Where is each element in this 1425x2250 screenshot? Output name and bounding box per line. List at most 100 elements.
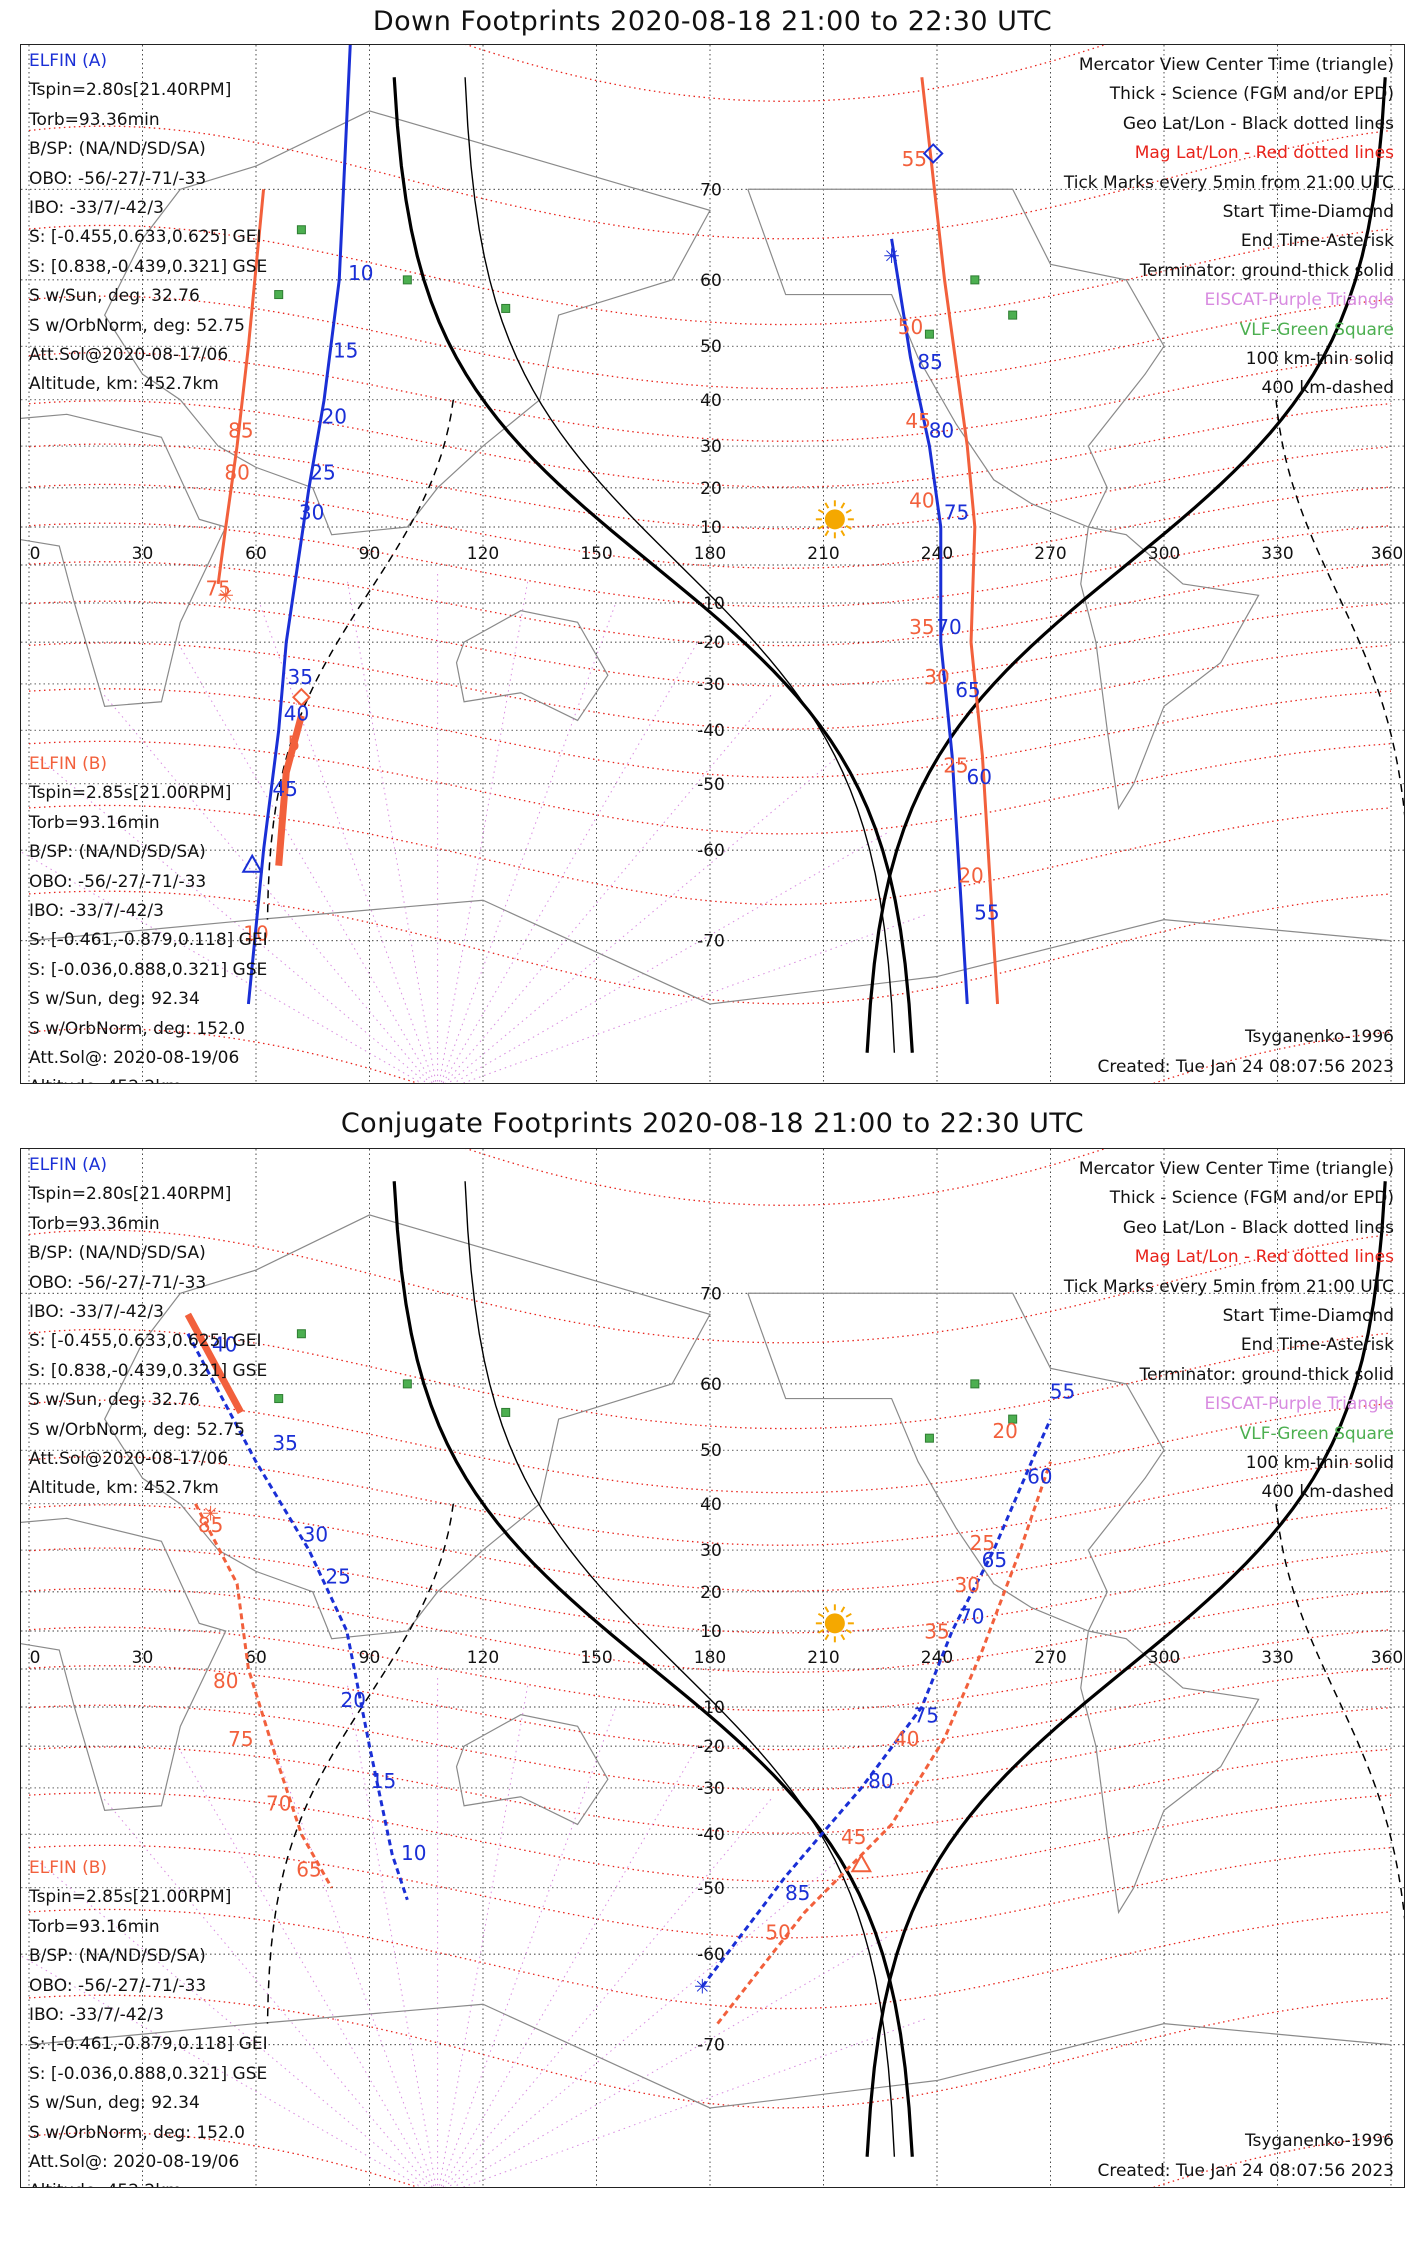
legend-item: VLF-Green Square (1239, 319, 1394, 340)
sun-icon (824, 509, 845, 530)
mag-lon-line (38, 757, 428, 1083)
terminator-ground (865, 77, 1387, 1053)
lon-tick-label: 300 (1148, 1648, 1180, 1668)
vlf-square-icon (402, 1379, 412, 1389)
lat-tick-label: -70 (697, 932, 725, 952)
mag-lon-line (438, 1684, 529, 2187)
elfin-a-tick-label: 75 (944, 500, 969, 524)
elfin-a-tick-label: 15 (371, 1769, 396, 1793)
elfin-a-line: OBO: -56/-27/-71/-33 (29, 1272, 207, 1293)
elfin-a-line: B/SP: (NA/ND/SD/SA) (29, 1243, 206, 1264)
elfin-b-line: S: [-0.036,0.888,0.321] GSE (29, 2063, 268, 2084)
mag-lon-line (440, 1707, 616, 2187)
elfin-a-tick-label: 35 (272, 1431, 297, 1455)
elfin-b-line: Tspin=2.85s[21.00RPM] (29, 783, 232, 804)
lat-tick-label: 60 (700, 1375, 722, 1395)
elfin-a-tick-label: 75 (914, 1703, 939, 1727)
elfin-a-line: Torb=93.36min (29, 1213, 160, 1234)
elfin-b-tick-label: 45 (841, 1825, 866, 1849)
lon-tick-label: 180 (694, 1648, 726, 1668)
vlf-square-icon (1008, 1414, 1018, 1424)
lat-tick-label: -20 (697, 1737, 725, 1757)
mag-lon-line (448, 757, 837, 1083)
mag-lat-curve (28, 1704, 1392, 1791)
mag-lat-curve (28, 483, 1392, 569)
elfin-b-tick-label: 65 (296, 1857, 321, 1881)
vlf-square-icon (501, 303, 511, 313)
lat-tick-label: 50 (700, 1441, 722, 1461)
panel-title: Conjugate Footprints 2020-08-18 21:00 to… (340, 1108, 1085, 1139)
elfin-a-line: S: [0.838,-0.439,0.321] GSE (29, 1360, 268, 1381)
elfin-a-tick-label: 70 (959, 1604, 984, 1628)
elfin-b-line: IBO: -33/7/-42/3 (29, 2005, 164, 2026)
asterisk-end-icon: ✳ (202, 1502, 219, 1526)
elfin-b-tick-label: 35 (909, 615, 934, 639)
mag-lat-curve (28, 1665, 1392, 1751)
lon-tick-label: 270 (1034, 1648, 1066, 1668)
mag-lat-curve (28, 1626, 1392, 1712)
elfin-b-tick-label: 40 (909, 489, 934, 513)
lon-tick-label: 60 (245, 1648, 267, 1668)
lat-tick-label: 60 (700, 271, 722, 291)
legend-item: Tick Marks every 5min from 21:00 UTC (1063, 1276, 1394, 1297)
continent-outline (1080, 526, 1260, 811)
lat-tick-label: -40 (697, 721, 725, 741)
legend-item: Mercator View Center Time (triangle) (1078, 1159, 1394, 1179)
lon-tick-label: 210 (807, 1648, 839, 1668)
elfin-a-line: Att.Sol@2020-08-17/06 (29, 1449, 229, 1470)
mag-lat-curve (28, 1547, 1392, 1634)
elfin-b-header: ELFIN (B) (29, 754, 108, 774)
mag-lon-line (38, 1861, 428, 2187)
vlf-square-icon (296, 1329, 306, 1339)
elfin-b-tick-label: 20 (992, 1419, 1017, 1443)
lat-tick-label: -10 (697, 594, 725, 614)
mag-lon-line (259, 603, 435, 1083)
mag-lat-curve (28, 443, 1392, 530)
lon-tick-label: 180 (694, 544, 726, 564)
lon-tick-label: 120 (467, 544, 499, 564)
mag-lon-line (177, 1745, 433, 2187)
elfin-a-line: S: [0.838,-0.439,0.321] GSE (29, 256, 268, 277)
elfin-a-line: Altitude, km: 452.7km (29, 1478, 219, 1499)
elfin-a-tick-label: 25 (325, 1565, 350, 1589)
elfin-a-tick-label: 40 (212, 1333, 237, 1357)
elfin-b-track (920, 77, 1000, 1005)
legend-item: 100 km-thin solid (1245, 349, 1394, 370)
elfin-b-science (184, 1312, 244, 1415)
vlf-square-icon (501, 1407, 511, 1417)
elfin-b-track (216, 189, 266, 585)
mag-lon-line (21, 1955, 423, 2187)
elfin-b-info: ELFIN (B) Tspin=2.85s[21.00RPM] Torb=93.… (29, 750, 268, 1083)
lon-tick-label: 210 (807, 544, 839, 564)
lat-tick-label: 20 (700, 1583, 722, 1603)
elfin-a-line: Att.Sol@2020-08-17/06 (29, 345, 229, 366)
elfin-b-line: OBO: -56/-27/-71/-33 (29, 1975, 207, 1996)
mag-lat-curve (28, 2132, 1392, 2187)
sun-ray (845, 524, 852, 530)
lon-tick-label: 90 (359, 1648, 381, 1668)
mag-lon-line (442, 1745, 699, 2187)
mag-lon-line (444, 1797, 773, 2187)
vlf-square-icon (924, 329, 934, 339)
legend-item: 100 km-thin solid (1245, 1453, 1394, 1474)
mag-lat-curve (28, 642, 1392, 730)
elfin-b-tick-label: 75 (228, 1727, 253, 1751)
elfin-b-header: ELFIN (B) (29, 1858, 108, 1878)
lat-tick-label: -50 (697, 1879, 725, 1899)
asterisk-end-icon: ✳ (883, 244, 900, 268)
elfin-b-tick-label: 35 (924, 1620, 949, 1644)
sun-ray (824, 502, 830, 509)
elfin-b-line: Altitude: 452.2km (29, 1073, 268, 1083)
lat-tick-label: -60 (697, 841, 725, 861)
legend-item: Geo Lat/Lon - Black dotted lines (1122, 1217, 1394, 1238)
mag-lon-line (442, 641, 699, 1083)
lon-tick-label: 120 (467, 1648, 499, 1668)
terminator-ground (392, 77, 914, 1053)
legend-item: Terminator: ground-thick solid (1139, 1364, 1394, 1385)
created-label: Created: Tue Jan 24 08:07:56 2023 (1097, 1057, 1394, 1077)
lon-tick-label: 90 (359, 544, 381, 564)
elfin-a-line: Tspin=2.80s[21.40RPM] (29, 80, 232, 101)
legend-item: 400 km-dashed (1261, 378, 1394, 399)
mag-lon-line (462, 914, 927, 1083)
elfin-a-line: IBO: -33/7/-42/3 (29, 1302, 164, 1323)
